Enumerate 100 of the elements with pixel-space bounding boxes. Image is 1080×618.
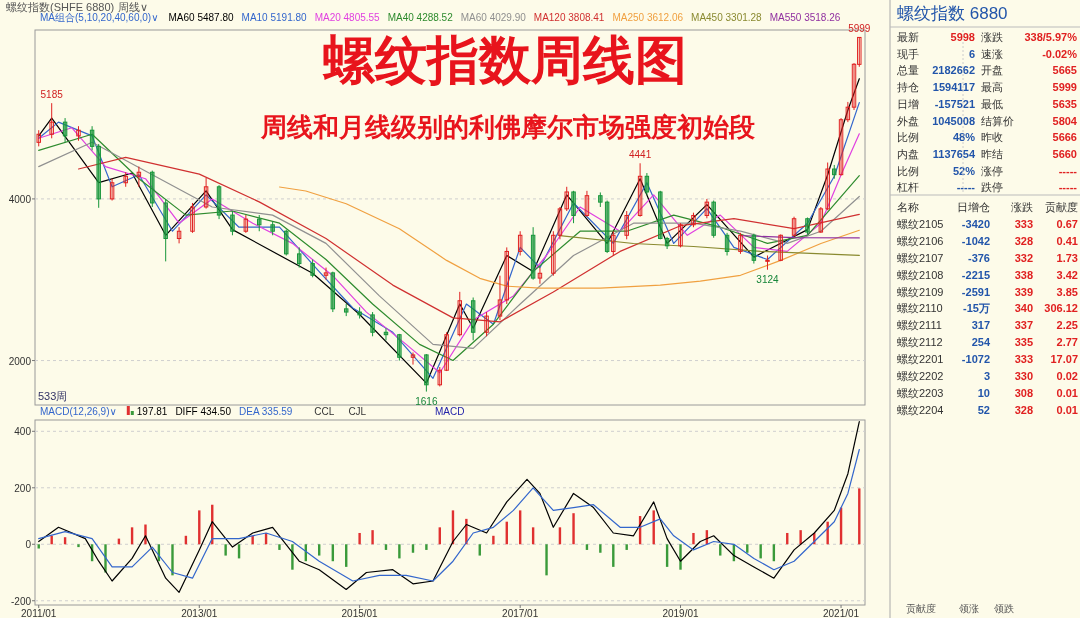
text: 5660 (1052, 147, 1077, 160)
candlestick (136, 166, 142, 188)
bar (759, 544, 762, 559)
candlestick (437, 366, 443, 387)
text: 333 (1014, 353, 1033, 366)
candlestick (551, 230, 556, 277)
candlestick (410, 351, 416, 366)
bar (77, 544, 80, 548)
candlestick (330, 271, 336, 313)
text: 0.41 (1056, 234, 1078, 247)
text: 螺纹2111 (897, 319, 942, 332)
candlestick (818, 206, 824, 234)
text: 名称 (897, 201, 919, 213)
candlestick (644, 172, 650, 196)
candlestick (504, 246, 509, 305)
x-tick-label: 2017/01 (502, 608, 539, 618)
candlestick (584, 190, 590, 218)
candlestick (357, 306, 362, 320)
text: MA20 4805.55 (314, 12, 381, 23)
text: 5665 (1052, 64, 1077, 77)
candlestick (704, 198, 710, 219)
candlestick (49, 102, 54, 139)
bar (171, 544, 174, 576)
candlestick (323, 267, 329, 281)
text: 1594117 (932, 81, 975, 94)
candlestick (711, 200, 716, 239)
candlestick (678, 222, 683, 248)
text: 317 (971, 319, 990, 332)
text: 螺纹2108 (897, 268, 944, 281)
text: 涨停 (981, 164, 1003, 177)
bar (411, 544, 415, 553)
text: 最高 (981, 81, 1003, 94)
text: 比例 (897, 164, 919, 177)
text: MACD(12,26,9)∨ (40, 406, 117, 417)
text: 3 (983, 370, 990, 382)
text: 10 (977, 386, 990, 399)
text: 1.73 (1056, 251, 1078, 264)
text: 涨跌 (981, 31, 1003, 43)
text: 52 (977, 403, 990, 416)
text: -1042 (961, 234, 990, 247)
bar (679, 544, 682, 570)
y-tick-label: 200 (14, 482, 32, 494)
text: 螺纹指数 6880 (897, 4, 1008, 23)
text: 337 (1014, 319, 1033, 332)
text: 螺纹2107 (897, 251, 944, 264)
text: 螺纹2201 (897, 353, 944, 366)
text: ----- (956, 181, 976, 194)
x-tick-label: 2011/01 (21, 608, 57, 618)
x-tick-label: 2021/01 (822, 608, 860, 618)
text: 最新 (897, 31, 919, 43)
bar (545, 544, 548, 576)
candlestick (296, 246, 302, 269)
text: 涨跌 (1011, 201, 1033, 213)
candlestick (444, 331, 449, 372)
text: 外盘 (897, 114, 919, 127)
text: 螺纹指数(SHFE 6880) (6, 1, 115, 13)
text: 昨结 (981, 147, 1003, 160)
bar (425, 544, 428, 550)
text: 螺纹2106 (897, 234, 944, 247)
y-tick-label: -200 (10, 595, 32, 607)
y-tick-label: 0 (25, 539, 32, 551)
candlestick (424, 353, 429, 393)
bar (358, 532, 361, 545)
bar (37, 544, 40, 549)
text: 3.42 (1056, 268, 1078, 281)
bar (371, 530, 374, 545)
bar (251, 535, 254, 545)
candlestick (370, 311, 375, 337)
text: 螺纹2202 (897, 370, 944, 382)
candlestick (163, 198, 168, 262)
text: MA10 5191.80 (241, 12, 308, 23)
candlestick (611, 230, 616, 256)
text: 贡献度 (1045, 201, 1078, 214)
candlestick (571, 190, 576, 224)
text: 2.25 (1056, 319, 1078, 332)
text: 昨收 (981, 131, 1003, 144)
text: 跌停 (981, 181, 1003, 194)
text: 332 (1014, 251, 1033, 264)
text: 螺纹2204 (897, 403, 944, 416)
text: 340 (1014, 302, 1033, 315)
candlestick (310, 259, 315, 278)
candlestick (637, 162, 643, 218)
text: 254 (971, 336, 991, 349)
text: MACD (435, 406, 465, 417)
candlestick (838, 117, 844, 176)
candlestick (284, 229, 289, 256)
text: MA120 3808.41 (533, 12, 605, 23)
text: 306.12 (1044, 302, 1078, 315)
annotation: 3124 (756, 273, 780, 285)
text: 周线∨ (118, 1, 149, 13)
bar (278, 544, 281, 550)
text: 5635 (1052, 97, 1077, 110)
text: 螺纹2110 (897, 302, 943, 315)
text: 开盘 (981, 64, 1003, 77)
text: -1072 (961, 353, 990, 366)
candlestick (176, 226, 182, 244)
text: 比例 (897, 131, 919, 144)
text: 3.85 (1056, 285, 1078, 298)
candlestick (203, 177, 209, 210)
text: 最低 (981, 97, 1003, 110)
